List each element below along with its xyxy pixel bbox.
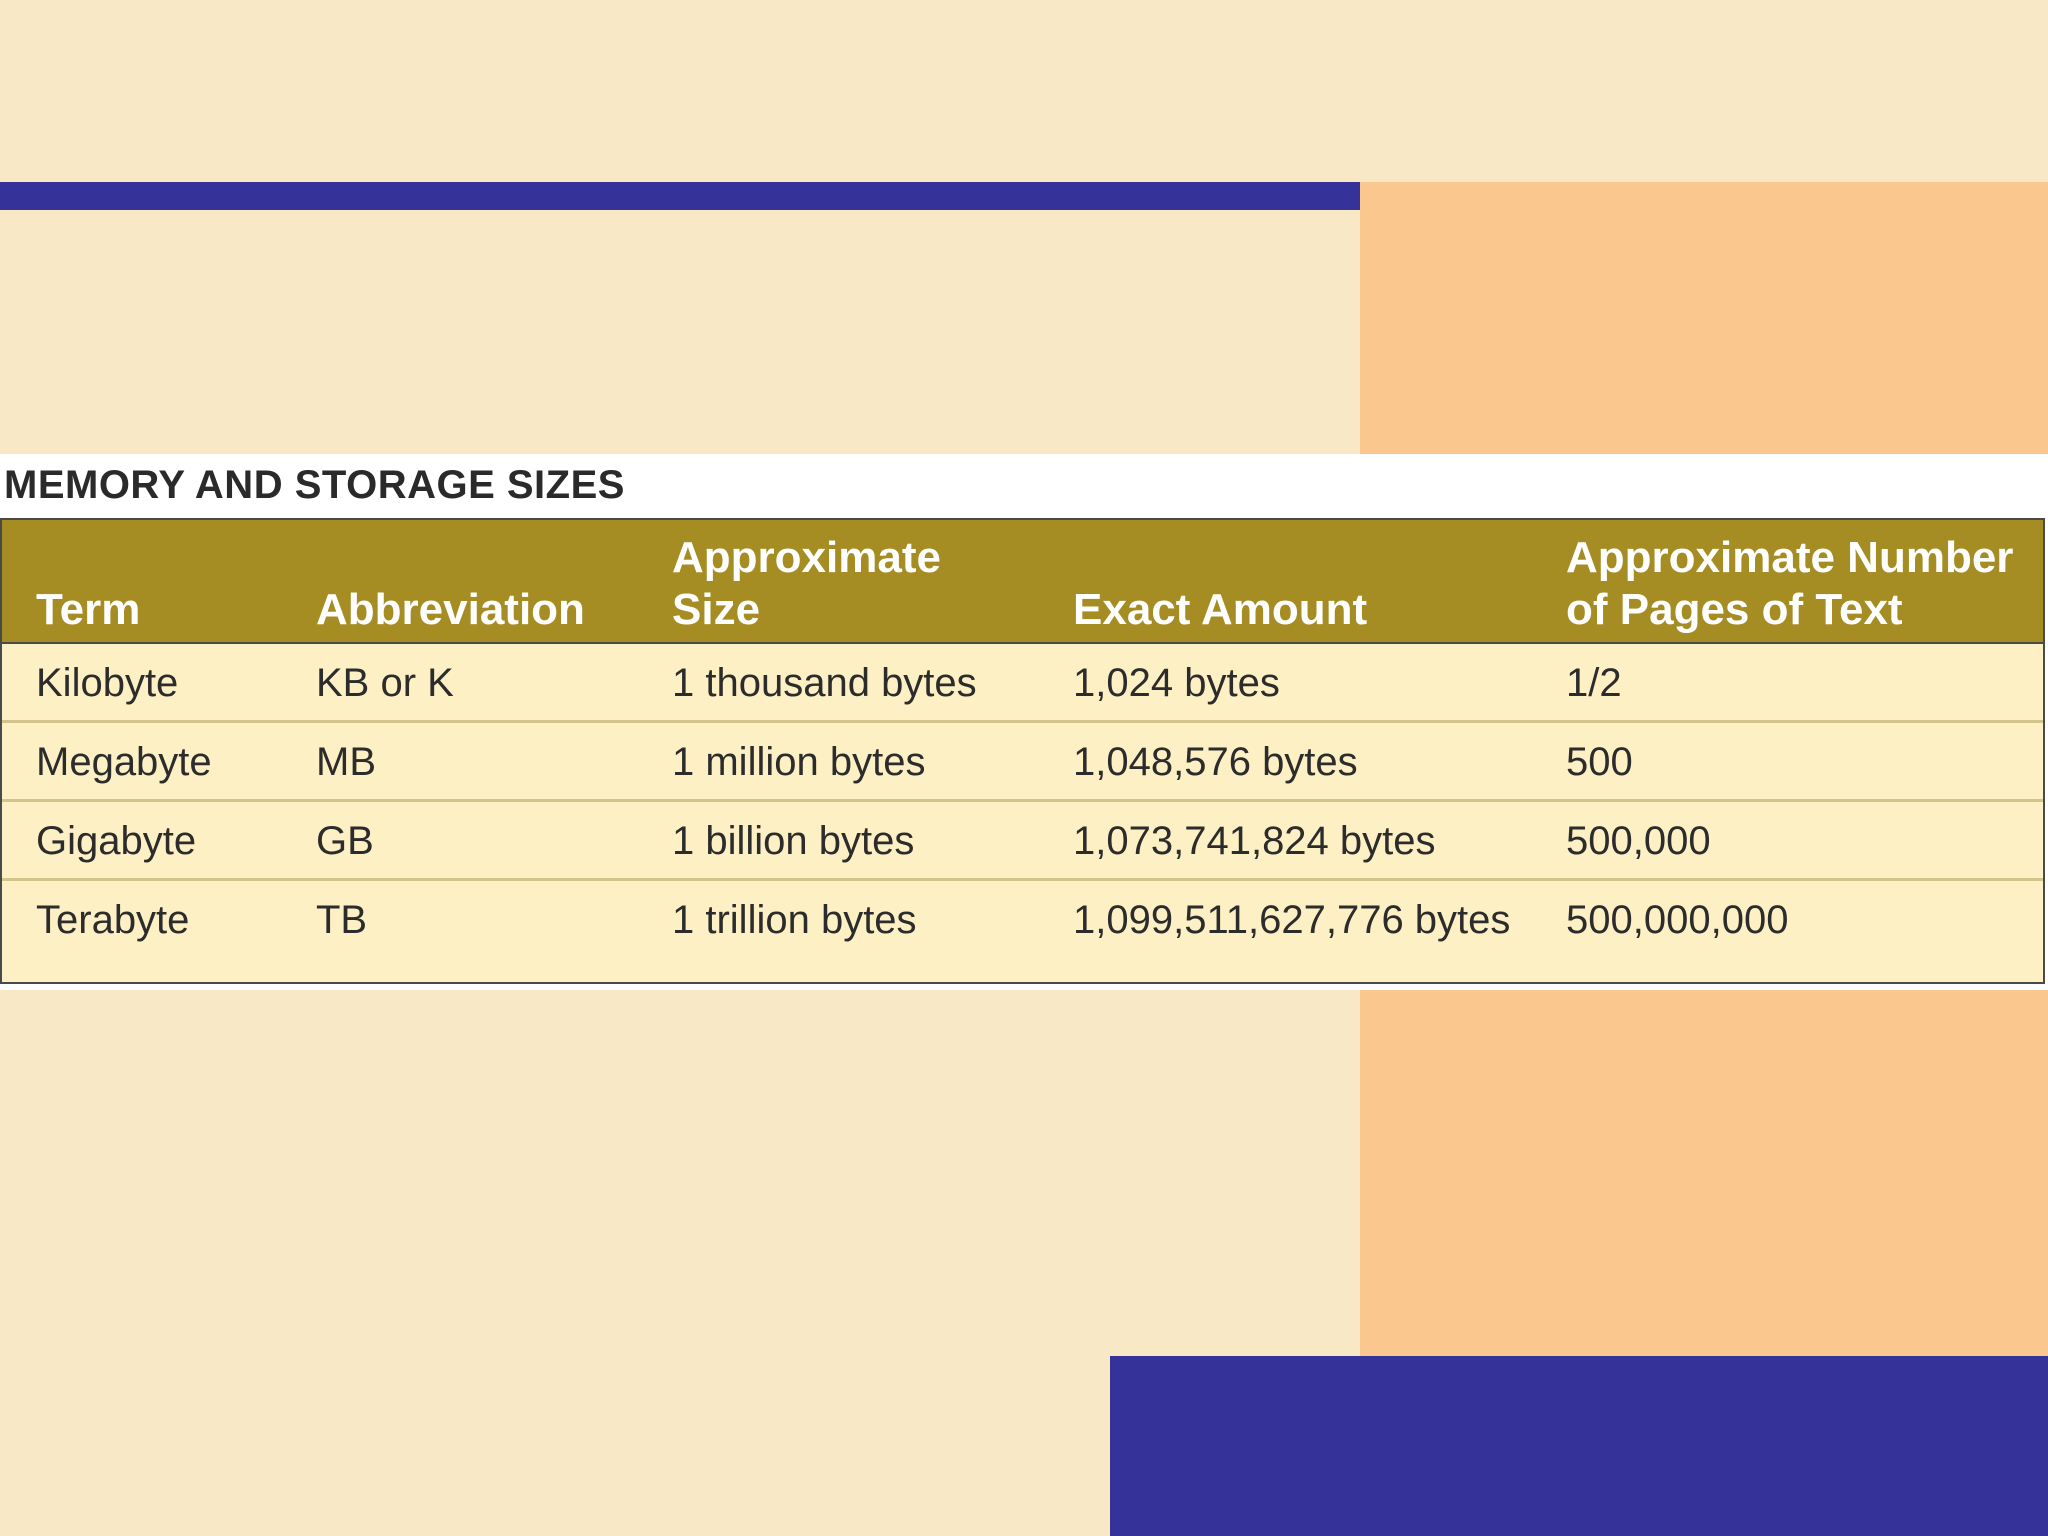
cell-abbreviation: MB [316,740,376,784]
header-term: Term [36,584,140,636]
table-header: Term Abbreviation Approximate Size Exact… [2,520,2043,644]
header-exact-amount-line-1: Exact Amount [1073,585,1368,634]
cell-abbreviation: KB or K [316,661,454,705]
cell-exact-amount: 1,024 bytes [1073,661,1280,705]
header-exact-amount: Exact Amount [1073,584,1367,636]
table-row: Gigabyte GB 1 billion bytes 1,073,741,82… [2,802,2043,881]
header-approximate-size: Approximate Size [672,532,941,636]
cell-approximate-size: 1 thousand bytes [672,661,977,705]
header-term-line-1: Term [36,585,141,634]
header-abbreviation-line-1: Abbreviation [316,585,585,634]
table-row: Megabyte MB 1 million bytes 1,048,576 by… [2,723,2043,802]
cell-pages-of-text: 500,000,000 [1566,898,1789,942]
decorative-blue-block-bottom [1110,1356,2048,1536]
cell-exact-amount: 1,099,511,627,776 bytes [1073,898,1511,942]
cell-exact-amount: 1,048,576 bytes [1073,740,1358,784]
table-row: Kilobyte KB or K 1 thousand bytes 1,024 … [2,644,2043,723]
cell-term: Kilobyte [36,661,179,705]
decorative-blue-bar-top [0,182,1360,210]
cell-term: Terabyte [36,898,190,942]
cell-term: Gigabyte [36,819,197,863]
decorative-orange-block-top [1360,182,2048,454]
header-abbreviation: Abbreviation [316,584,585,636]
header-pages-of-text-line-1: Approximate Number [1566,533,2014,582]
storage-sizes-table: Term Abbreviation Approximate Size Exact… [0,518,2045,984]
cell-approximate-size: 1 trillion bytes [672,898,917,942]
cell-abbreviation: GB [316,819,374,863]
cell-approximate-size: 1 million bytes [672,740,926,784]
header-approximate-size-line-1: Approximate [672,533,941,582]
cell-approximate-size: 1 billion bytes [672,819,915,863]
header-pages-of-text-line-2: of Pages of Text [1566,585,1903,634]
cell-exact-amount: 1,073,741,824 bytes [1073,819,1436,863]
table-row: Terabyte TB 1 trillion bytes 1,099,511,6… [2,881,2043,960]
header-pages-of-text: Approximate Number of Pages of Text [1566,532,2013,636]
cell-abbreviation: TB [316,898,368,942]
figure-title: MEMORY AND STORAGE SIZES [4,463,625,507]
header-approximate-size-line-2: Size [672,585,761,634]
cell-term: Megabyte [36,740,212,784]
cell-pages-of-text: 1/2 [1566,661,1622,705]
storage-sizes-figure: MEMORY AND STORAGE SIZES Term Abbreviati… [0,454,2048,990]
cell-pages-of-text: 500 [1566,740,1633,784]
cell-pages-of-text: 500,000 [1566,819,1711,863]
decorative-orange-block-bottom [1360,990,2048,1356]
